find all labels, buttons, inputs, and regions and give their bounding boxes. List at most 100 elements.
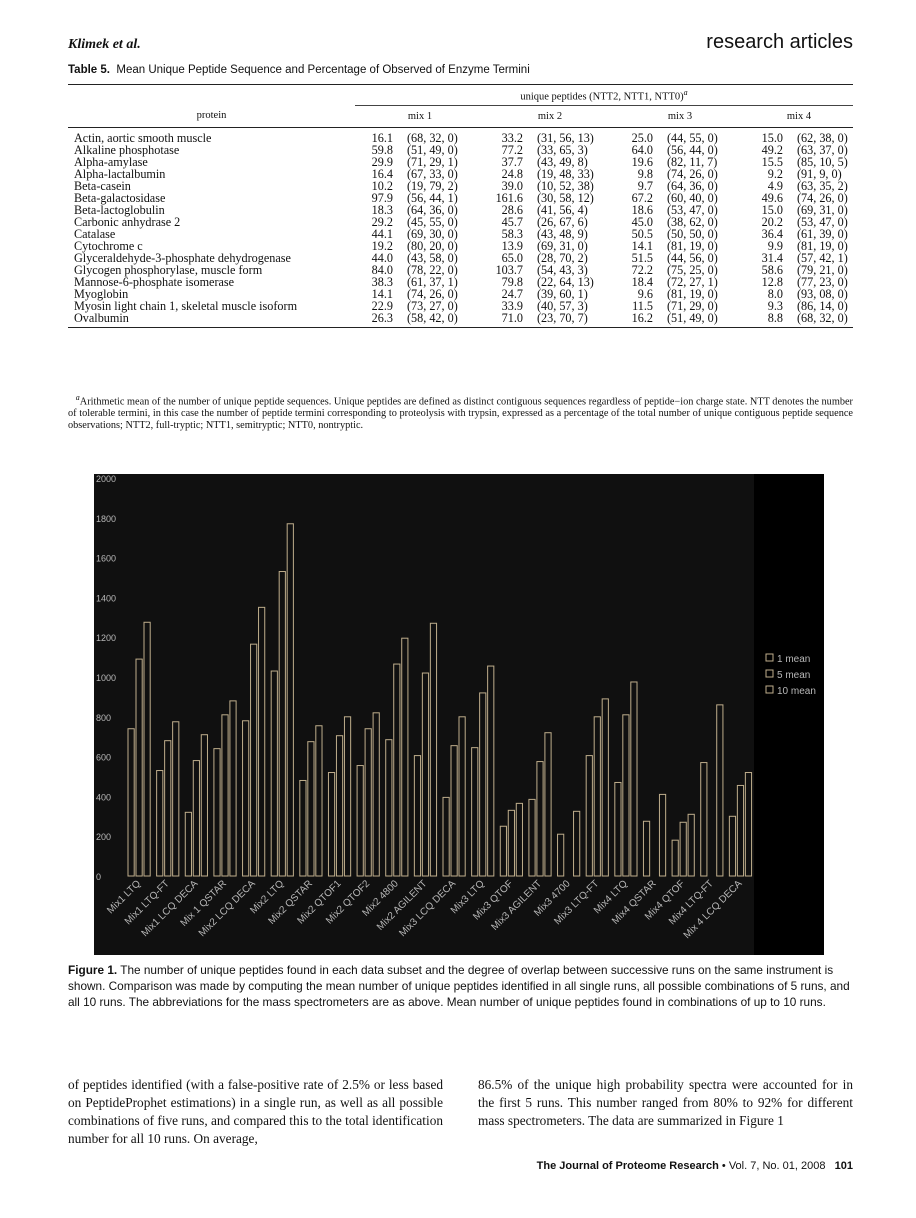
legend-swatch [765,669,774,678]
protein-name-cell: Cytochrome c [74,239,143,253]
plot-area [94,474,754,955]
protein-name-cell: Myosin light chain 1, skeletal muscle is… [74,299,298,313]
mean-value-cell: 8.8 [767,311,783,325]
ntt-percent-cell: (28, 70, 2) [537,251,588,265]
bar-10-mean [143,621,151,877]
bar-10-mean [200,734,208,877]
bar-5-mean [736,784,745,877]
bar-1-mean [728,815,737,877]
mean-value-cell: 71.0 [501,311,523,325]
ntt-percent-cell: (71, 29, 0) [667,299,718,313]
mean-value-cell: 15.5 [761,155,783,169]
bar-1-mean [700,762,708,877]
mean-value-cell: 36.4 [761,227,783,241]
bar-1-mean [385,739,393,877]
y-tick-label: 1200 [96,633,116,643]
ntt-percent-cell: (93, 08, 0) [797,287,848,301]
mean-value-cell: 50.5 [631,227,653,241]
y-tick-label: 800 [96,713,111,723]
mean-value-cell: 19.6 [631,155,653,169]
mean-value-cell: 16.2 [631,311,653,325]
column-header-mix4: mix 4 [745,105,853,128]
bar-10-mean [458,716,466,877]
bar-10-mean [658,793,667,877]
mean-value-cell: 58.6 [761,263,783,277]
bar-10-mean [315,725,323,877]
mean-value-cell: 64.0 [631,143,653,157]
ntt-percent-cell: (30, 58, 12) [537,191,594,205]
table-row: Alkaline phosphotase 59.8 (51, 49, 0) 77.2 (… [68,144,853,156]
bar-5-mean [421,672,430,877]
table-row: Myosin light chain 1, skeletal muscle is… [68,300,853,312]
ntt-percent-cell: (53, 47, 0) [667,203,718,217]
y-tick-label: 400 [96,792,111,802]
bar-10-mean [573,810,581,877]
mean-value-cell: 18.6 [631,203,653,217]
mean-value-cell: 24.8 [501,167,523,181]
bar-10-mean [429,622,438,877]
ntt-percent-cell: (77, 23, 0) [797,275,848,289]
bar-10-mean [716,704,724,877]
mean-value-cell: 14.1 [371,287,393,301]
ntt-percent-cell: (51, 49, 0) [667,311,718,325]
table-row: Alpha-lactalbumin 16.4 (67, 33, 0) 24.8 (19,… [68,168,853,180]
mean-value-cell: 45.7 [501,215,523,229]
volume-info: Vol. 7, No. 01, 2008 [728,1160,826,1172]
protein-name-cell: Glycogen phosphorylase, muscle form [74,263,263,277]
y-tick-label: 1400 [96,593,116,603]
legend-label: 10 mean [777,686,816,697]
mean-value-cell: 28.6 [501,203,523,217]
bar-5-mean [622,714,630,877]
bar-1-mean [499,825,507,877]
bar-5-mean [593,716,601,877]
bar-10-mean [286,523,294,877]
mean-value-cell: 38.3 [371,275,393,289]
table-row: Glyceraldehyde-3-phosphate dehydrogenase… [68,252,853,264]
mean-value-cell: 65.0 [501,251,523,265]
ntt-percent-cell: (19, 48, 33) [537,167,594,181]
mean-value-cell: 9.3 [767,299,783,313]
table-bottom-rule [68,327,853,328]
mean-value-cell: 18.3 [371,203,393,217]
ntt-percent-cell: (54, 43, 3) [537,263,588,277]
figure-caption: Figure 1. The number of unique peptides … [68,962,853,1010]
mean-value-cell: 15.0 [761,203,783,217]
mean-value-cell: 31.4 [761,251,783,265]
mean-value-cell: 103.7 [495,263,523,277]
column-header-mix3: mix 3 [615,105,745,128]
mean-value-cell: 59.8 [371,143,393,157]
mean-value-cell: 18.4 [631,275,653,289]
protein-name-cell: Catalase [74,227,116,241]
bar-5-mean [278,571,286,877]
body-text-left: of peptides identified (with a false-pos… [68,1077,443,1146]
protein-name-cell: Actin, aortic smooth muscle [74,131,212,145]
bar-1-mean [442,796,450,877]
table-caption: Table 5. Mean Unique Peptide Sequence an… [68,64,530,76]
bar-5-mean [335,735,344,877]
protein-name-cell: Beta-lactoglobulin [74,203,165,217]
table-title: Mean Unique Peptide Sequence and Percent… [116,64,530,76]
ntt-percent-cell: (91, 9, 0) [797,167,842,181]
mean-value-cell: 25.0 [631,131,653,145]
bar-10-mean [487,665,495,877]
ntt-percent-cell: (81, 19, 0) [667,239,718,253]
ntt-percent-cell: (72, 27, 1) [667,275,718,289]
protein-name-cell: Alpha-lactalbumin [74,167,166,181]
mean-value-cell: 84.0 [371,263,393,277]
bar-5-mean [192,760,200,877]
mean-value-cell: 49.6 [761,191,783,205]
legend-label: 5 mean [777,670,810,681]
bar-10-mean [687,813,695,877]
table-label: Table 5. [68,64,110,76]
mean-value-cell: 161.6 [495,191,523,205]
bar-5-mean [679,821,687,877]
bar-10-mean [544,732,552,877]
bar-1-mean [242,720,250,877]
mean-value-cell: 97.9 [371,191,393,205]
bar-5-mean [164,740,172,877]
figure-label: Figure 1. [68,963,118,977]
ntt-percent-cell: (81, 19, 0) [667,287,718,301]
mean-value-cell: 9.6 [637,287,653,301]
bar-1-mean [356,765,364,877]
mean-value-cell: 33.2 [501,131,523,145]
